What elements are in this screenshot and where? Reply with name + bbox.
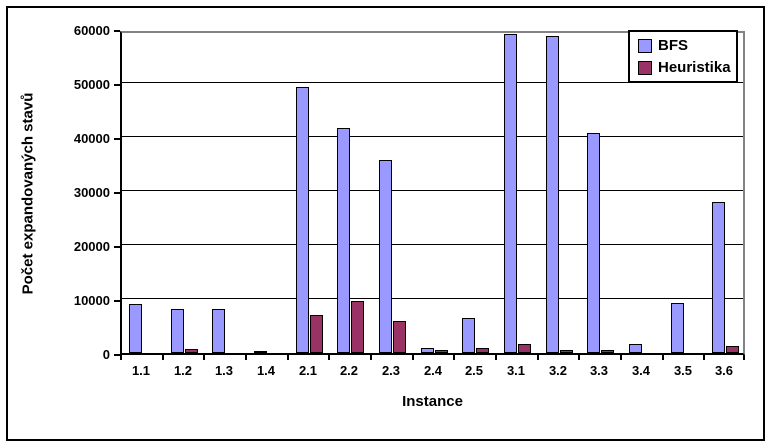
x-tick-label-2.2: 2.2	[339, 363, 359, 378]
y-tick-mark-50000	[114, 84, 120, 86]
bar-heuristika-2.1	[310, 315, 323, 353]
x-tick-mark-9	[495, 355, 497, 360]
bar-bfs-3.2	[546, 36, 559, 353]
y-tick-label-20000: 20000	[73, 239, 110, 254]
x-tick-label-3.2: 3.2	[548, 363, 568, 378]
x-tick-mark-11	[578, 355, 580, 360]
bar-bfs-2.5	[462, 318, 475, 353]
bar-heuristika-3.3	[601, 350, 614, 353]
bar-bfs-3.3	[587, 133, 600, 353]
gridline-10000	[122, 298, 743, 299]
bar-bfs-1.3	[212, 309, 225, 353]
x-tick-label-3.1: 3.1	[506, 363, 526, 378]
x-tick-label-2.4: 2.4	[423, 363, 443, 378]
bar-bfs-2.1	[296, 87, 309, 353]
x-tick-mark-2	[203, 355, 205, 360]
y-tick-label-60000: 60000	[73, 23, 110, 38]
y-tick-label-30000: 30000	[73, 185, 110, 200]
y-tick-label-40000: 40000	[73, 131, 110, 146]
bar-bfs-1.4	[254, 351, 267, 353]
x-tick-label-1.4: 1.4	[256, 363, 276, 378]
legend-swatch-heuristika	[638, 60, 652, 75]
x-tick-mark-13	[662, 355, 664, 360]
x-tick-mark-14	[703, 355, 705, 360]
bar-heuristika-1.2	[185, 349, 198, 353]
x-tick-label-2.1: 2.1	[298, 363, 318, 378]
bar-heuristika-2.5	[476, 348, 489, 353]
legend: BFS Heuristika	[628, 30, 738, 83]
x-tick-mark-7	[412, 355, 414, 360]
x-tick-label-3.5: 3.5	[673, 363, 693, 378]
bar-bfs-2.2	[337, 128, 350, 353]
y-tick-mark-20000	[114, 246, 120, 248]
y-tick-mark-30000	[114, 192, 120, 194]
y-tick-label-10000: 10000	[73, 293, 110, 308]
x-tick-label-1.2: 1.2	[173, 363, 193, 378]
bar-heuristika-2.4	[435, 350, 448, 353]
legend-swatch-bfs	[638, 38, 652, 53]
x-tick-label-3.4: 3.4	[631, 363, 651, 378]
bar-heuristika-2.2	[351, 301, 364, 353]
x-tick-label-1.1: 1.1	[131, 363, 151, 378]
y-tick-mark-40000	[114, 138, 120, 140]
x-tick-mark-12	[620, 355, 622, 360]
gridline-50000	[122, 82, 743, 83]
x-tick-mark-8	[453, 355, 455, 360]
y-tick-label-50000: 50000	[73, 77, 110, 92]
gridline-40000	[122, 136, 743, 137]
y-tick-mark-0	[114, 354, 120, 356]
bar-bfs-3.6	[712, 202, 725, 353]
x-tick-label-1.3: 1.3	[214, 363, 234, 378]
plot-area	[120, 31, 745, 355]
x-tick-mark-6	[370, 355, 372, 360]
bar-heuristika-3.6	[726, 346, 739, 353]
x-tick-mark-5	[328, 355, 330, 360]
y-tick-mark-60000	[114, 30, 120, 32]
bar-heuristika-3.2	[560, 350, 573, 353]
legend-item-bfs: BFS	[638, 37, 730, 54]
y-tick-mark-10000	[114, 300, 120, 302]
x-tick-mark-15	[743, 355, 745, 360]
bar-bfs-3.4	[629, 344, 642, 353]
x-axis-title: Instance	[402, 393, 463, 410]
x-tick-mark-10	[537, 355, 539, 360]
gridline-20000	[122, 244, 743, 245]
bar-bfs-2.3	[379, 160, 392, 353]
legend-label-heuristika: Heuristika	[658, 59, 731, 76]
x-tick-label-3.6: 3.6	[714, 363, 734, 378]
gridline-30000	[122, 190, 743, 191]
bar-bfs-3.5	[671, 303, 684, 353]
bar-heuristika-2.3	[393, 321, 406, 353]
x-tick-mark-3	[245, 355, 247, 360]
x-tick-label-2.3: 2.3	[381, 363, 401, 378]
x-tick-label-3.3: 3.3	[589, 363, 609, 378]
y-tick-label-0: 0	[102, 347, 110, 362]
bar-bfs-3.1	[504, 34, 517, 353]
bar-bfs-1.1	[129, 304, 142, 353]
bar-bfs-2.4	[421, 348, 434, 353]
legend-label-bfs: BFS	[658, 37, 688, 54]
x-tick-mark-4	[287, 355, 289, 360]
x-tick-mark-0	[120, 355, 122, 360]
bar-heuristika-3.1	[518, 344, 531, 353]
x-tick-mark-1	[162, 355, 164, 360]
bar-bfs-1.2	[171, 309, 184, 353]
legend-item-heuristika: Heuristika	[638, 59, 731, 76]
x-tick-label-2.5: 2.5	[464, 363, 484, 378]
